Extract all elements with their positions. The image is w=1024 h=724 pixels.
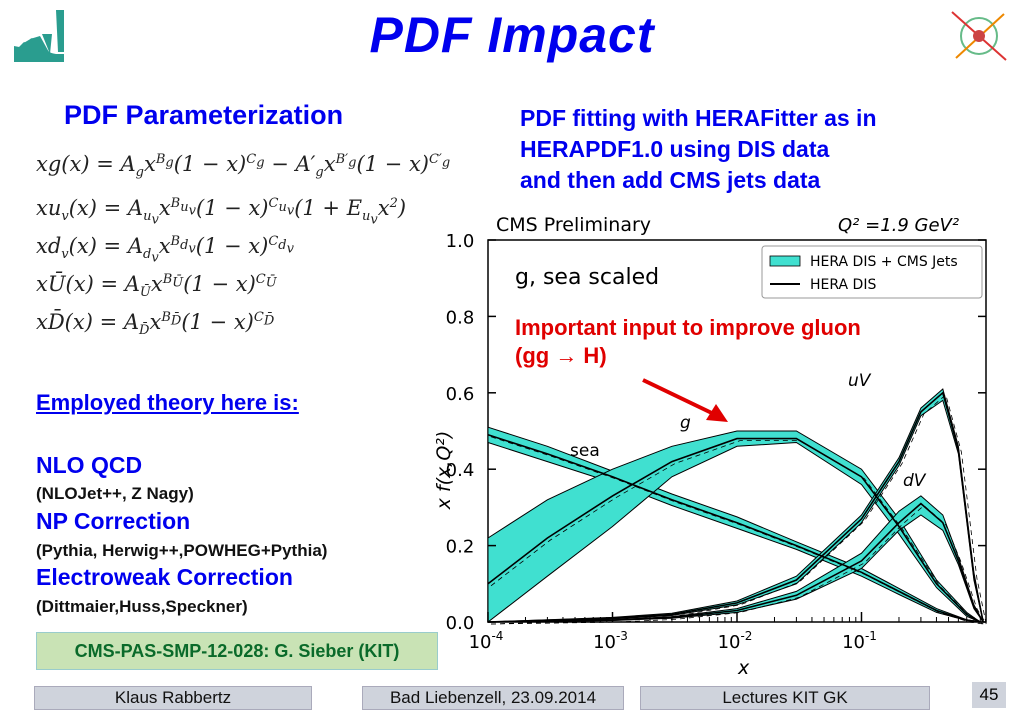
line-dashed-g [490,440,984,625]
x-tick-label: 10-4 [469,629,504,653]
desc-line: HERAPDF1.0 using DIS data [520,136,830,162]
legend: HERA DIS + CMS Jets HERA DIS [761,245,983,299]
formula-xubar: xŪ(x) = AŪxBŪ(1 − x)CŪ [36,272,277,301]
legend-box [761,245,983,299]
theory-name: NP Correction [36,508,191,534]
theory-name: NLO QCD [36,452,143,478]
x-tick-label: 10-3 [593,629,628,653]
line-dashed-dV [490,505,987,625]
series-label-sea: sea [570,441,600,461]
series-label-uV: uV [848,371,872,391]
note-arrow [642,378,719,418]
note-line: Important input to improve gluon [515,315,861,340]
formula-xdbar: xD̄(x) = AD̄xBD̄(1 − x)CD̄ [36,310,275,339]
chart-title: CMS Preliminary [496,214,651,236]
line-dV [487,502,984,623]
footer-event: Bad Liebenzell, 23.09.2014 [362,686,624,710]
line-sea [487,434,981,623]
desc-line: PDF fitting with HERAFitter as in [520,105,877,131]
y-tick-label: 0.8 [446,307,475,328]
theory-detail: (Pythia, Herwig++,POWHEG+Pythia) [36,541,328,560]
theory-name: Electroweak Correction [36,564,293,590]
y-tick-label: 0.4 [446,460,475,481]
formula-xg: xg(x) = AgxBg(1 − x)Cg − A′gxB′g(1 − x)C… [36,152,451,181]
footer-author: Klaus Rabbertz [34,686,312,710]
pdf-chart: 0.0 0.2 0.4 0.6 0.8 1.0 10-4 10-3 10-2 10-1 CMS P… [433,214,987,679]
legend-swatch-band [769,255,801,267]
formula-xuv: xuv(x) = AuvxBuv(1 − x)Cuv(1 + Euvx2) [36,196,407,228]
kit-logo [14,10,64,62]
legend-entry: HERA DIS [810,277,876,293]
legend-entry: HERA DIS + CMS Jets [810,254,958,270]
page-number: 45 [972,682,1006,708]
fit-description: PDF fitting with HERAFitter as in HERAPD… [520,103,1000,196]
y-tick-label: 0.2 [446,537,475,558]
reference-box: CMS-PAS-SMP-12-028: G. Sieber (KIT) [36,632,438,670]
chart-annotation: g, sea scaled [515,265,659,290]
x-tick-label: 10-1 [842,629,877,653]
scale-label: Q² =1.9 GeV² [838,215,959,236]
y-tick-label: 0.0 [446,613,475,634]
slide-title: PDF Impact [369,7,655,63]
note-arrowhead [706,404,728,422]
footer-series: Lectures KIT GK [640,686,930,710]
series-label-dV: dV [903,471,927,491]
theory-detail: (Dittmaier,Huss,Speckner) [36,597,248,616]
line-dashed-sea [490,436,984,625]
formula-xdv: xdv(x) = AdvxBdv(1 − x)Cdv [36,234,294,266]
line-uV [487,391,984,623]
theory-heading: Employed theory here is: [36,390,299,415]
y-tick-label: 1.0 [446,231,475,252]
line-g [487,437,981,623]
param-heading: PDF Parameterization [64,100,344,130]
y-axis-label: x f(x,Q²) [433,431,455,511]
desc-line: and then add CMS jets data [520,167,821,193]
theory-detail: (NLOJet++, Z Nagy) [36,484,194,503]
x-tick-label: 10-2 [718,629,753,653]
cms-event-logo [951,11,1007,61]
note-line: (gg → H) [515,343,607,368]
y-tick-label: 0.6 [446,384,475,405]
series-label-g: g [680,413,691,433]
x-axis-label: x [737,657,750,679]
